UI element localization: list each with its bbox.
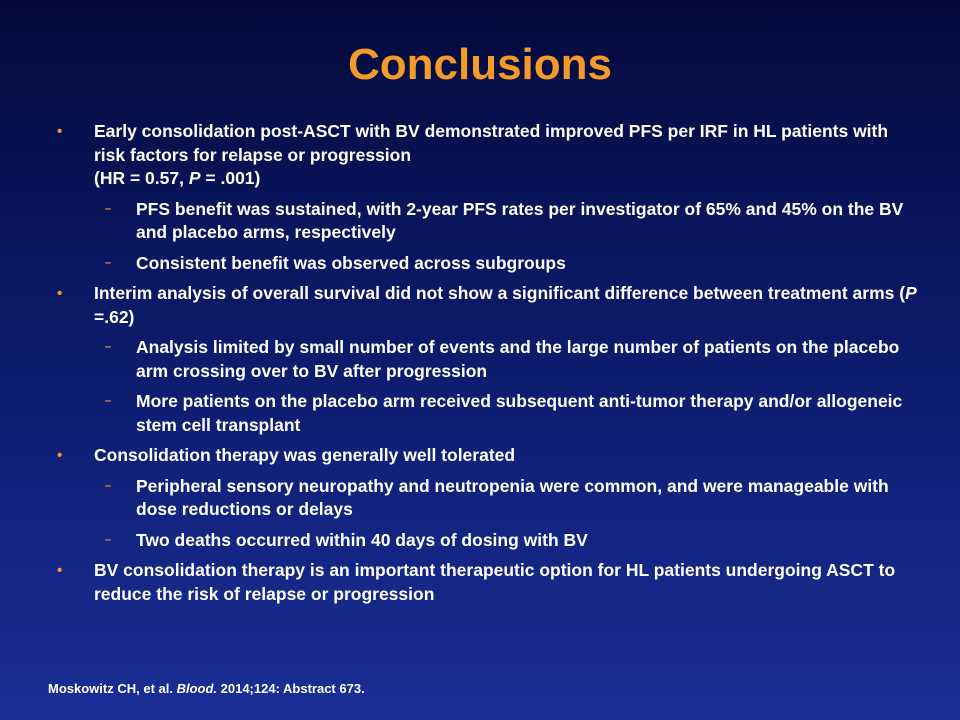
reference-citation: Moskowitz CH, et al. Blood. 2014;124: Ab…: [48, 681, 365, 696]
bullet-icon: •: [57, 444, 62, 468]
citation-authors: Moskowitz CH, et al.: [48, 681, 177, 696]
bullet-item: • Early consolidation post-ASCT with BV …: [57, 120, 917, 191]
sub-bullet-text: More patients on the placebo arm receive…: [136, 391, 902, 435]
dash-icon: –: [105, 198, 111, 222]
sub-bullet-item: – Consistent benefit was observed across…: [57, 252, 917, 276]
dash-icon: –: [105, 390, 111, 414]
sub-bullet-item: – PFS benefit was sustained, with 2-year…: [57, 198, 917, 245]
bullet-stat: (HR = 0.57, P = .001): [94, 168, 260, 188]
bullet-icon: •: [57, 559, 62, 583]
sub-bullet-text: Consistent benefit was observed across s…: [136, 253, 566, 273]
sub-bullet-item: – Peripheral sensory neuropathy and neut…: [57, 475, 917, 522]
citation-journal: Blood.: [177, 681, 217, 696]
sub-bullet-text: Peripheral sensory neuropathy and neutro…: [136, 476, 889, 520]
dash-icon: –: [105, 336, 111, 360]
bullet-text: Interim analysis of overall survival did…: [94, 283, 917, 327]
sub-bullet-text: Analysis limited by small number of even…: [136, 337, 899, 381]
dash-icon: –: [105, 252, 111, 276]
bullet-list: • Early consolidation post-ASCT with BV …: [57, 120, 917, 613]
bullet-text: Consolidation therapy was generally well…: [94, 445, 515, 465]
sub-bullet-text: Two deaths occurred within 40 days of do…: [136, 530, 588, 550]
sub-bullet-item: – More patients on the placebo arm recei…: [57, 390, 917, 437]
bullet-text: BV consolidation therapy is an important…: [94, 560, 895, 604]
citation-details: 2014;124: Abstract 673.: [217, 681, 365, 696]
dash-icon: –: [105, 475, 111, 499]
sub-bullet-item: – Two deaths occurred within 40 days of …: [57, 529, 917, 553]
sub-bullet-item: – Analysis limited by small number of ev…: [57, 336, 917, 383]
bullet-item: • Interim analysis of overall survival d…: [57, 282, 917, 329]
bullet-icon: •: [57, 120, 62, 144]
bullet-icon: •: [57, 282, 62, 306]
bullet-item: • Consolidation therapy was generally we…: [57, 444, 917, 468]
dash-icon: –: [105, 529, 111, 553]
bullet-text: Early consolidation post-ASCT with BV de…: [94, 121, 888, 165]
sub-bullet-text: PFS benefit was sustained, with 2-year P…: [136, 199, 903, 243]
slide-title: Conclusions: [0, 40, 960, 90]
bullet-item: • BV consolidation therapy is an importa…: [57, 559, 917, 606]
